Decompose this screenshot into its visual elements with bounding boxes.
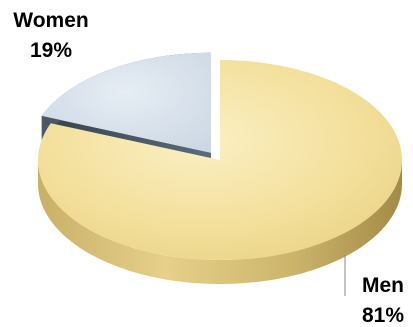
label-women-name: Women — [13, 9, 88, 32]
pie-slice-men-rim — [38, 160, 402, 284]
label-men-percent: 81% — [362, 304, 404, 327]
pie-slice-men-top — [38, 59, 403, 260]
label-men-name: Men — [362, 274, 404, 297]
pie-slice-women-top — [41, 52, 212, 153]
label-women: Women 19% — [13, 9, 88, 62]
label-women-percent: 19% — [30, 39, 72, 62]
pie-slice-men — [38, 59, 403, 284]
label-men: Men 81% — [362, 274, 404, 327]
